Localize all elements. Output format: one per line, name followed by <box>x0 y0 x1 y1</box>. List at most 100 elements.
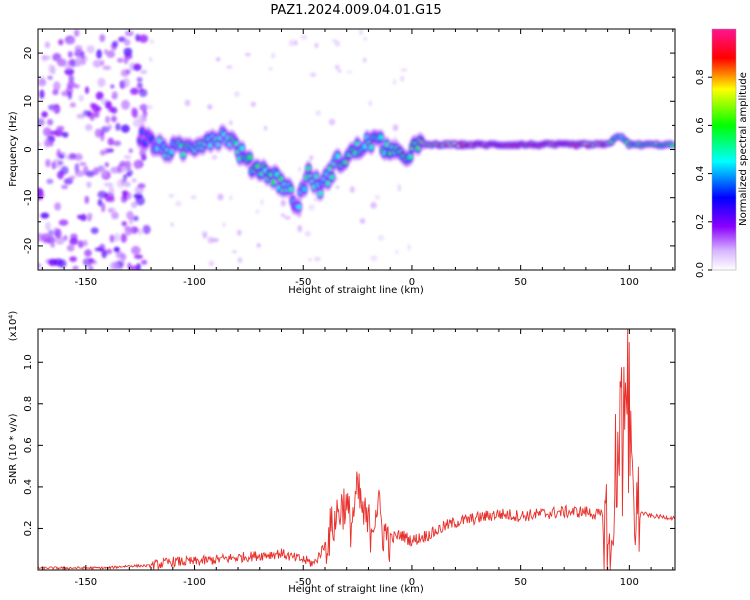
spectrogram-noise-blob <box>79 162 87 166</box>
spectrogram-noise-blob <box>61 184 69 190</box>
colorbar-frame <box>711 28 737 271</box>
y-tick-label: 0 <box>23 146 34 152</box>
y-tick-label: 0.4 <box>23 479 34 495</box>
spectrogram-noise-blob <box>48 258 58 266</box>
spectrogram-noise-blob <box>349 186 355 193</box>
spectrogram-noise-blob <box>69 238 79 245</box>
spectrogram-noise-blob <box>170 222 174 227</box>
spectrogram-ridge-core <box>670 143 675 147</box>
spectrogram-noise-blob <box>114 232 121 242</box>
spectrogram-noise-blob <box>328 118 336 126</box>
spectrogram-noise-blob <box>108 106 115 113</box>
spectrogram-noise-blob <box>334 64 340 70</box>
spectrogram-noise-blob <box>308 204 315 211</box>
spectrogram-noise-blob <box>129 217 134 225</box>
spectrogram-noise-blob <box>123 57 129 65</box>
spectrogram-noise-blob <box>121 99 130 110</box>
spectrogram-noise-blob <box>124 30 134 37</box>
spectrogram-noise-blob <box>393 78 397 85</box>
spectrogram-noise-blob <box>130 87 139 95</box>
spectrogram-ridge-core <box>296 204 302 210</box>
spectrogram-noise-blob <box>54 202 61 211</box>
spectrogram-noise-blob <box>133 160 141 170</box>
spectrogram-noise-blob <box>50 242 55 248</box>
spectrogram-noise-blob <box>73 153 83 161</box>
x-tick-label: 50 <box>514 277 527 288</box>
spectrogram-noise-blob <box>395 250 399 254</box>
spectrogram-noise-blob <box>67 38 76 44</box>
spectrogram-noise-blob <box>43 138 50 148</box>
spectrogram-noise-blob <box>49 130 58 135</box>
spectrogram-noise-blob <box>105 248 113 255</box>
spectrogram-noise-blob <box>125 172 132 178</box>
spectrogram-noise-blob <box>123 38 131 46</box>
spectrogram-noise-blob <box>359 218 366 224</box>
spectrogram-ridge-core <box>378 134 384 140</box>
spectrogram-noise-blob <box>108 207 113 214</box>
spectrogram-noise-blob <box>80 213 87 222</box>
spectrogram-noise-blob <box>66 244 75 252</box>
spectrogram-noise-blob <box>146 104 153 110</box>
spectrogram-noise-blob <box>100 126 110 133</box>
spectrogram-noise-blob <box>38 191 44 201</box>
spectrogram-noise-blob <box>271 52 276 59</box>
spectrogram-noise-blob <box>58 39 64 46</box>
spectrogram-noise-blob <box>67 51 73 58</box>
spectrogram-noise-blob <box>57 160 64 166</box>
spectrogram-noise-blob <box>255 209 260 214</box>
spectrogram-noise-blob <box>113 140 122 147</box>
x-tick-label: 0 <box>409 277 415 288</box>
spectrogram-noise-blob <box>123 181 131 188</box>
spectrogram-noise-blob <box>108 186 115 197</box>
spectrogram-noise-blob <box>244 52 251 57</box>
spectrogram-noise-blob <box>97 198 103 207</box>
spectrogram-noise-blob <box>64 63 72 70</box>
y-tick-label: 10 <box>23 95 34 108</box>
figure-title: PAZ1.2024.009.04.01.G15 <box>270 3 441 18</box>
spectrogram-noise-blob <box>137 183 146 189</box>
y-tick-label: -10 <box>23 190 34 206</box>
spectrogram-noise-blob <box>250 101 256 107</box>
spectrogram-noise-blob <box>70 233 78 241</box>
spectrogram-noise-blob <box>57 58 67 67</box>
spectrogram-noise-blob <box>86 45 95 54</box>
spectrogram-ridge-core <box>247 154 253 160</box>
spectrogram-noise-blob <box>101 202 106 213</box>
spectrogram-noise-blob <box>149 57 153 62</box>
spectrogram-noise-blob <box>95 91 104 101</box>
spectrogram-noise-blob <box>54 228 62 239</box>
spectrogram-noise-blob <box>101 249 107 259</box>
spectrogram-noise-blob <box>67 91 72 100</box>
spectrogram-noise-blob <box>129 265 139 270</box>
spectrogram-noise-blob <box>309 155 314 161</box>
spectrogram-noise-blob <box>232 250 237 254</box>
spectrogram-noise-blob <box>126 210 134 220</box>
spectrogram-noise-blob <box>53 81 61 91</box>
spectrogram-noise-blob <box>94 247 104 252</box>
spectrogram-noise-blob <box>84 249 92 257</box>
spectrogram-noise-blob <box>222 222 226 228</box>
x-tick-label: 100 <box>620 277 639 288</box>
y-tick-label: 20 <box>23 47 34 60</box>
spectrogram-noise-blob <box>268 67 273 71</box>
spectrogram-noise-blob <box>313 197 318 202</box>
spectrogram-noise-blob <box>134 63 140 70</box>
spectrogram-noise-blob <box>74 29 80 37</box>
spectrogram-noise-blob <box>84 86 90 94</box>
colorbar-tick-label: 0.4 <box>695 166 706 182</box>
spectrogram-noise-blob <box>115 123 121 131</box>
spectrogram-noise-blob <box>58 219 69 226</box>
spectrogram-noise-blob <box>99 149 106 156</box>
spectrogram-noise-blob <box>335 185 340 189</box>
spectrogram-noise-blob <box>142 224 151 235</box>
spectrogram-noise-blob <box>125 160 131 170</box>
colorbar: 0.0 0.2 0.4 0.6 0.8 Normalized spectral ampl… <box>695 28 749 278</box>
spectrogram-noise-blob <box>45 221 51 231</box>
spectrogram-noise-blob <box>110 84 115 89</box>
spectrogram-noise-blob <box>368 100 373 107</box>
spectrogram-noise-blob <box>75 57 81 67</box>
spectrogram-noise-blob <box>82 258 93 266</box>
spectrogram-noise-blob <box>88 265 94 270</box>
spectrogram-noise-blob <box>62 131 69 138</box>
